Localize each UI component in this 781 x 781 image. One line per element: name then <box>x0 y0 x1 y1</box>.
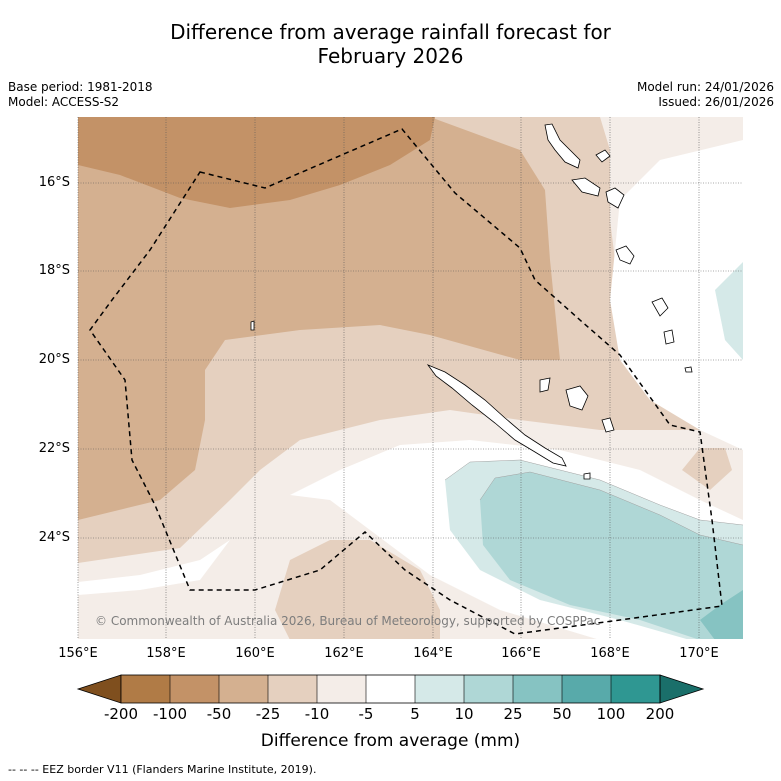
zone-plus-10 <box>480 472 743 639</box>
colorbar-tick: 50 <box>552 705 572 723</box>
colorbar-label: Difference from average (mm) <box>260 731 521 751</box>
base-period: Base period: 1981-2018 <box>8 80 153 94</box>
colorbar-bin <box>415 675 464 703</box>
colorbar-tick: -100 <box>152 705 188 723</box>
vanuatu-island <box>605 187 625 209</box>
colorbar-bin <box>611 675 660 703</box>
contour-line <box>444 459 743 526</box>
colorbar-tick: 10 <box>454 705 474 723</box>
lat-label-20s: 20°S <box>38 352 70 367</box>
lon-label-168e: 168°E <box>590 646 630 661</box>
small-island <box>684 366 693 373</box>
colorbar-tick: 25 <box>503 705 523 723</box>
colorbar-tick: 5 <box>410 705 420 723</box>
colorbar-bin <box>513 675 562 703</box>
zone-minus-50-top <box>78 117 435 208</box>
colorbar-bin <box>366 675 415 703</box>
lon-label-166e: 166°E <box>501 646 541 661</box>
colorbar-tick: -25 <box>255 705 281 723</box>
colorbar-extend-high <box>659 674 705 704</box>
rainfall-anomaly-field <box>78 117 743 639</box>
colorbar-bin <box>562 675 611 703</box>
vanuatu-island <box>615 245 635 265</box>
meta-right: Model run: 24/01/2026 Issued: 26/01/2026 <box>637 80 774 110</box>
vanuatu-island <box>571 177 601 197</box>
lat-label-24s: 24°S <box>38 530 70 545</box>
colorbar-bin <box>170 675 219 703</box>
loyalty-island <box>539 377 551 393</box>
title-line-2: February 2026 <box>317 44 464 68</box>
lon-label-158e: 158°E <box>146 646 186 661</box>
title-line-1: Difference from average rainfall forecas… <box>170 20 611 44</box>
eez-border <box>89 128 723 635</box>
zone-minus-10-south <box>275 540 440 639</box>
model-run: Model run: 24/01/2026 <box>636 80 774 94</box>
issued-date: Issued: 26/01/2026 <box>658 95 774 109</box>
loyalty-island <box>601 417 615 433</box>
colorbar-bin <box>121 675 170 703</box>
zone-plus-5-east <box>715 262 743 360</box>
contour-line <box>479 471 743 546</box>
colorbar-outline <box>120 674 661 704</box>
small-island <box>250 320 255 331</box>
colorbar-bin <box>464 675 513 703</box>
meta-left: Base period: 1981-2018 Model: ACCESS-S2 <box>8 80 153 110</box>
lat-label-18s: 18°S <box>38 263 70 278</box>
colorbar-tick: -200 <box>103 705 139 723</box>
vanuatu-island <box>651 297 669 317</box>
colorbar-tick: -50 <box>206 705 232 723</box>
lon-label-164e: 164°E <box>413 646 453 661</box>
lon-label-170e: 170°E <box>679 646 719 661</box>
lon-label-156e: 156°E <box>58 646 98 661</box>
zone-neutral-west <box>78 540 230 595</box>
chart-title: Difference from average rainfall forecas… <box>0 20 781 68</box>
zone-neutral-right <box>610 140 743 450</box>
lon-label-160e: 160°E <box>235 646 275 661</box>
zone-plus-25 <box>700 590 743 639</box>
lon-label-162e: 162°E <box>324 646 364 661</box>
colorbar-tick: -5 <box>358 705 374 723</box>
lat-label-16s: 16°S <box>38 175 70 190</box>
colorbar-tick: 200 <box>645 705 675 723</box>
lat-label-22s: 22°S <box>38 441 70 456</box>
vanuatu-island <box>595 149 611 163</box>
colorbar-bin <box>219 675 268 703</box>
colorbar-bin <box>317 675 366 703</box>
coastlines <box>250 123 693 480</box>
map-gridlines <box>77 117 743 639</box>
vanuatu-island <box>663 329 675 345</box>
zone-minus-10-east <box>682 448 732 490</box>
colorbar-bin <box>268 675 317 703</box>
colorbar <box>76 674 705 704</box>
colorbar-tick: 100 <box>596 705 626 723</box>
copyright-credit: © Commonwealth of Australia 2026, Bureau… <box>95 614 601 628</box>
new-caledonia-coast <box>426 364 567 467</box>
loyalty-island <box>565 385 589 411</box>
vanuatu-island <box>544 123 581 169</box>
model-name: Model: ACCESS-S2 <box>8 95 120 109</box>
eez-footnote: -- -- -- EEZ border V11 (Flanders Marine… <box>8 763 317 776</box>
small-island <box>583 472 591 480</box>
colorbar-extend-low <box>76 674 122 704</box>
colorbar-tick: -10 <box>304 705 330 723</box>
